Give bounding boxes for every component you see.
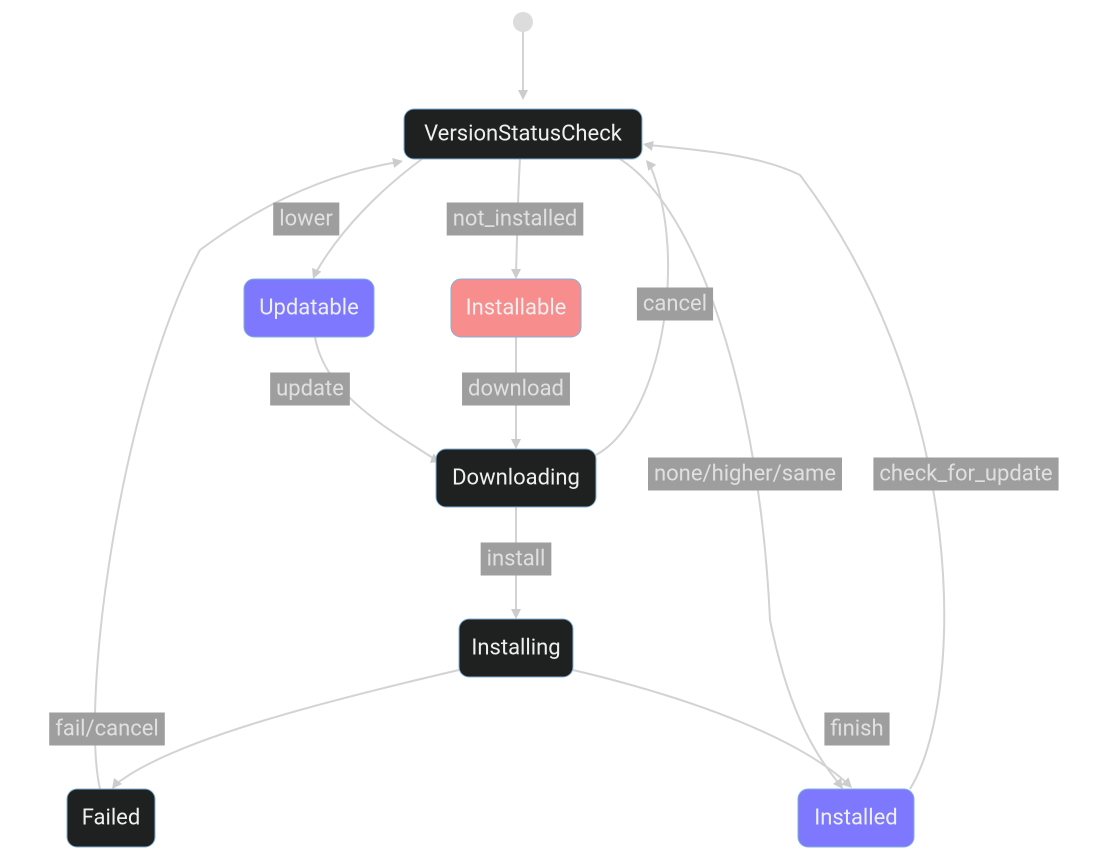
arrow-head [392, 158, 403, 168]
edge-label-vsc-installable: not_installed [453, 207, 578, 232]
edge-label-installed-vsc: check_for_update [879, 462, 1052, 487]
edge-inst-failed [115, 670, 459, 785]
node-label-installing: Installing [471, 636, 560, 661]
edge-label-vsc-installed: none/higher/same [654, 462, 836, 487]
arrow-head [518, 90, 528, 100]
start-node [513, 12, 533, 32]
edge-label-down-vsc: cancel [643, 292, 707, 317]
node-label-downloading: Downloading [452, 466, 580, 491]
edge-label-inst-failed: fail/cancel [55, 717, 159, 742]
node-label-failed: Failed [82, 806, 141, 831]
edge-label-inst-installed: finish [830, 717, 883, 742]
edge-label-down-inst: install [487, 547, 546, 572]
edge-label-updatable-down: update [276, 377, 344, 402]
state-diagram: VersionStatusCheck Updatable Installable Do… [0, 0, 1116, 859]
arrow-head [833, 778, 843, 789]
edge-inst-installed [573, 670, 848, 784]
arrow-head [511, 439, 521, 449]
node-label-updatable: Updatable [259, 296, 359, 321]
arrow-head [643, 141, 654, 151]
arrow-head [511, 269, 521, 279]
edge-label-vsc-updatable: lower [279, 207, 333, 232]
arrow-head [511, 609, 521, 619]
node-label-vsc: VersionStatusCheck [424, 122, 623, 147]
node-label-installable: Installable [466, 296, 567, 321]
node-label-installed: Installed [814, 806, 897, 831]
edge-label-installable-down: download [468, 377, 564, 402]
